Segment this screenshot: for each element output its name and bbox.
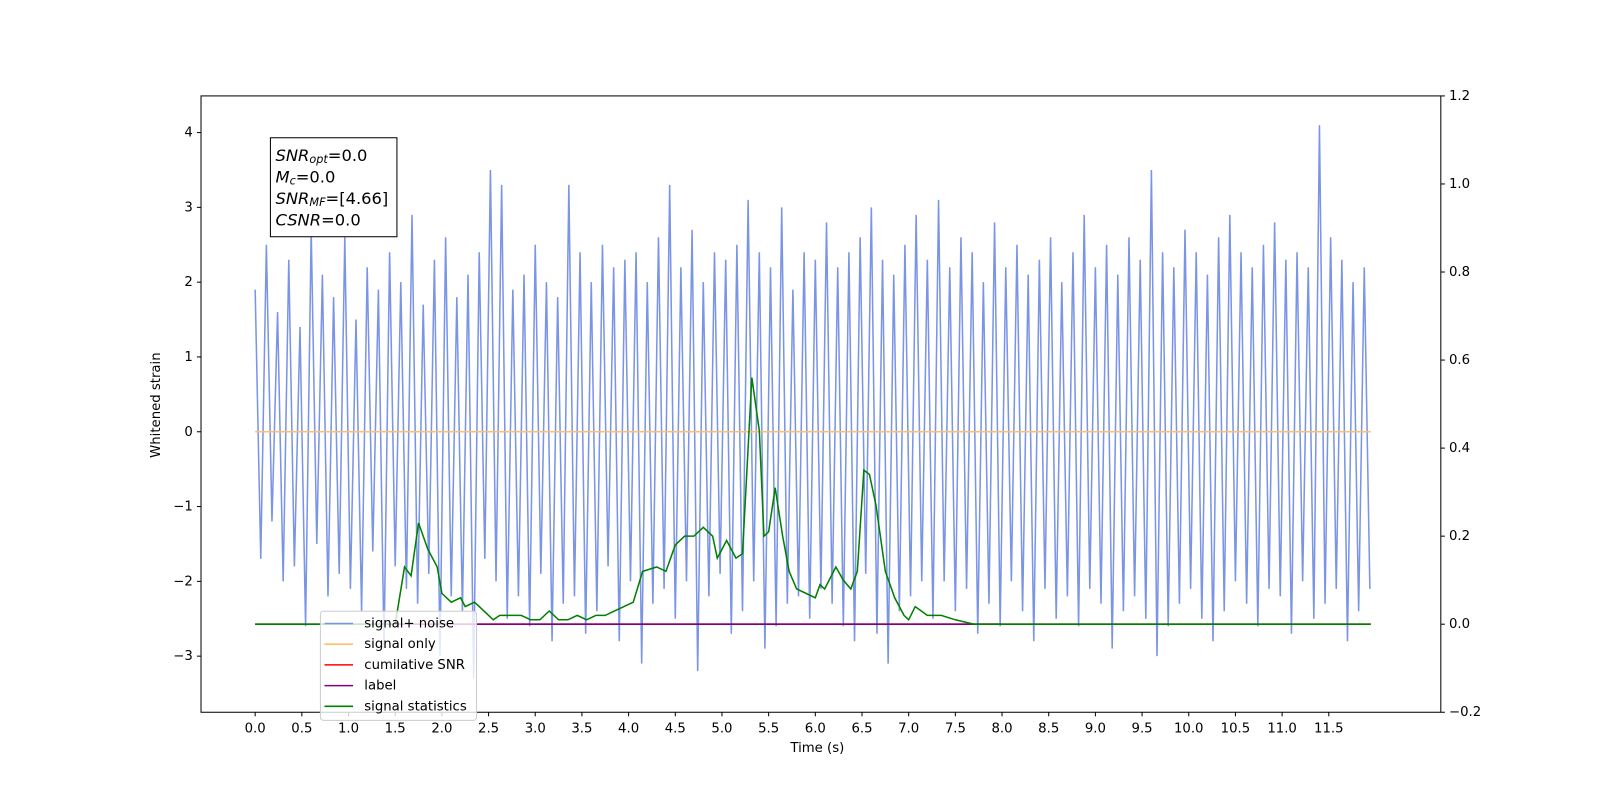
y-tick-label: 1 (184, 350, 192, 365)
info-sub: MF (309, 196, 326, 209)
series-line (255, 377, 1371, 625)
legend-label: signal+ noise (364, 616, 454, 631)
x-tick-label: 3.0 (525, 722, 546, 737)
info-line: Mc=0.0 (276, 167, 336, 188)
info-value: =0.0 (296, 167, 336, 186)
y-axis-label: Whitened strain (149, 352, 164, 457)
x-tick-label: 1.0 (338, 722, 359, 737)
y2-tick-label: 0.8 (1449, 265, 1470, 280)
y-tick-label: −1 (173, 500, 193, 515)
legend-label: signal statistics (364, 699, 467, 714)
y-tick-label: 2 (184, 275, 192, 290)
x-tick-label: 0.5 (291, 722, 312, 737)
plot-area (254, 125, 1371, 679)
x-tick-label: 0.0 (245, 722, 266, 737)
y-tick-label: −2 (173, 574, 193, 589)
y-tick-label: 0 (184, 425, 192, 440)
x-tick-label: 8.5 (1038, 722, 1059, 737)
x-tick-label: 1.5 (385, 722, 406, 737)
y-tick-label: 3 (184, 200, 192, 215)
x-tick-label: 7.0 (898, 722, 919, 737)
info-line: SNRopt=0.0 (276, 146, 368, 167)
y2-tick-label: 1.0 (1449, 177, 1470, 192)
legend-box (319, 610, 478, 721)
x-tick-label: 6.5 (851, 722, 872, 737)
info-sub: c (290, 175, 297, 188)
info-name: SNR (276, 188, 310, 207)
y2-tick-label: −0.2 (1449, 705, 1481, 720)
series-line (254, 125, 1371, 679)
x-tick-label: 9.5 (1132, 722, 1153, 737)
info-value: =[4.66] (326, 188, 389, 207)
y2-tick-label: 1.2 (1449, 89, 1470, 104)
x-tick-label: 11.5 (1314, 722, 1344, 737)
y-tick-label: 4 (184, 126, 192, 141)
x-tick-label: 8.0 (991, 722, 1012, 737)
info-sub: opt (309, 153, 328, 166)
x-tick-label: 10.0 (1174, 722, 1204, 737)
info-name: M (276, 167, 290, 186)
info-value: =0.0 (328, 146, 368, 165)
y-tick-label: −3 (173, 649, 193, 664)
legend-label: signal only (364, 637, 436, 652)
x-tick-label: 5.5 (758, 722, 779, 737)
x-tick-label: 9.0 (1085, 722, 1106, 737)
x-tick-label: 2.0 (431, 722, 452, 737)
x-tick-label: 11.0 (1267, 722, 1297, 737)
y2-tick-label: 0.4 (1449, 441, 1470, 456)
x-tick-label: 3.5 (571, 722, 592, 737)
x-tick-label: 2.5 (478, 722, 499, 737)
x-tick-label: 10.5 (1221, 722, 1251, 737)
x-tick-label: 5.0 (711, 722, 732, 737)
legend-label: label (364, 679, 396, 694)
legend-label: cumilative SNR (364, 658, 465, 673)
x-tick-label: 6.0 (805, 722, 826, 737)
info-line: CSNR=0.0 (276, 210, 361, 229)
x-tick-label: 4.0 (618, 722, 639, 737)
plot-frame (200, 95, 1442, 713)
info-name: SNR (276, 146, 310, 165)
info-name: CSNR (276, 210, 322, 229)
info-value: =0.0 (321, 210, 361, 229)
x-tick-label: 7.5 (945, 722, 966, 737)
y2-tick-label: 0.6 (1449, 353, 1470, 368)
x-tick-label: 4.5 (665, 722, 686, 737)
y2-tick-label: 0.0 (1449, 617, 1470, 632)
info-line: SNRMF=[4.66] (276, 188, 389, 209)
y2-tick-label: 0.2 (1449, 529, 1470, 544)
x-axis-label: Time (s) (789, 741, 844, 756)
info-box (269, 137, 398, 238)
